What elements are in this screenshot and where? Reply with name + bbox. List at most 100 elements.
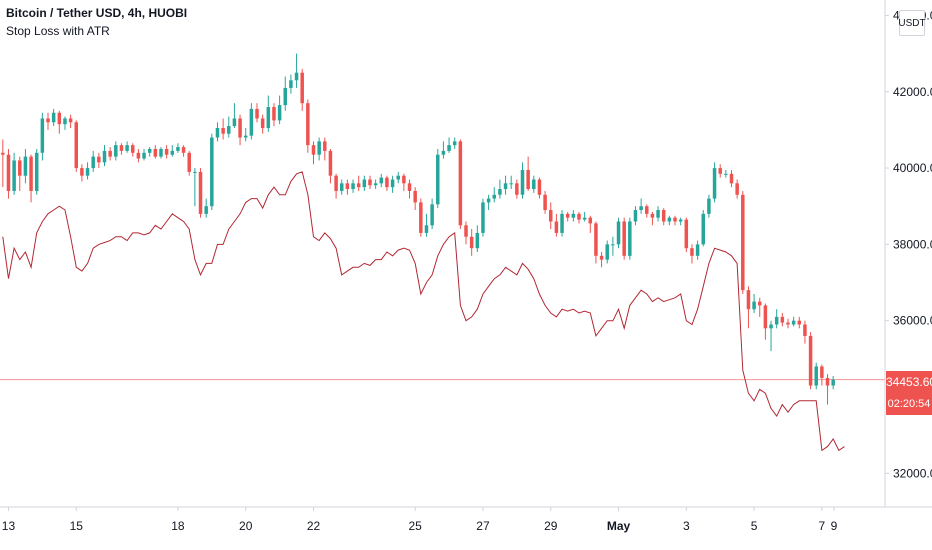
candle[interactable] [532,175,536,193]
candle[interactable] [63,116,67,130]
candle[interactable] [170,145,175,157]
candle[interactable] [323,137,327,161]
candle[interactable] [390,175,395,193]
candle[interactable] [306,99,310,153]
candle[interactable] [616,217,621,249]
candle[interactable] [91,150,95,172]
candle[interactable] [176,143,180,153]
candle[interactable] [537,177,542,199]
candle[interactable] [724,169,728,178]
candle[interactable] [243,128,248,142]
candle[interactable] [125,141,129,153]
candle[interactable] [153,145,158,159]
candle[interactable] [729,169,734,188]
candle[interactable] [486,194,491,211]
candle[interactable] [695,240,700,260]
candle[interactable] [673,215,677,226]
candle[interactable] [639,198,643,214]
candle[interactable] [678,217,683,226]
candle[interactable] [289,74,293,94]
candle[interactable] [605,240,609,264]
candle[interactable] [300,68,304,111]
plot-area[interactable] [0,53,885,452]
candle[interactable] [746,286,751,329]
candle[interactable] [210,133,214,211]
candle[interactable] [430,198,434,230]
candle[interactable] [379,173,384,188]
candle[interactable] [560,210,564,237]
candle[interactable] [752,293,756,314]
indicator-title[interactable]: Stop Loss with ATR [6,24,110,38]
candle[interactable] [232,103,237,128]
candle[interactable] [424,213,429,237]
candle[interactable] [57,110,62,134]
candle[interactable] [29,154,33,203]
candle[interactable] [611,236,615,256]
candle[interactable] [80,164,84,182]
time-axis[interactable]: 13 15 18 20 22 25 27 29 May 3 5 7 9 [2,507,838,533]
candle[interactable] [255,103,259,123]
candle[interactable] [159,147,163,159]
candle[interactable] [718,164,722,178]
candle[interactable] [215,122,220,142]
candle[interactable] [650,211,655,226]
candle[interactable] [373,179,378,190]
candle[interactable] [114,141,118,161]
candle[interactable] [707,194,711,218]
candle[interactable] [588,215,593,233]
candle[interactable] [825,374,830,405]
candle[interactable] [187,150,191,176]
candle[interactable] [831,376,835,390]
candle[interactable] [34,148,39,195]
candle[interactable] [757,297,762,317]
candle[interactable] [543,190,547,214]
candle[interactable] [147,147,152,157]
candle[interactable] [763,303,768,340]
candle[interactable] [690,244,694,264]
candle[interactable] [712,162,717,203]
candle[interactable] [18,156,22,191]
candle[interactable] [447,137,451,153]
candle[interactable] [339,179,344,195]
candle[interactable] [362,175,367,191]
candle[interactable] [181,145,186,157]
candle[interactable] [402,173,406,191]
candle[interactable] [684,217,689,252]
candle[interactable] [780,313,785,327]
candle[interactable] [808,332,813,390]
candle[interactable] [23,148,28,184]
candle[interactable] [136,148,141,163]
candle[interactable] [791,316,796,327]
candle[interactable] [413,187,417,211]
candle[interactable] [419,198,423,237]
symbol-title[interactable]: Bitcoin / Tether USD, 4h, HUOBI [6,6,188,20]
currency-badge[interactable]: USDT [898,10,926,36]
candle[interactable] [283,76,288,111]
candle[interactable] [1,139,5,188]
candle[interactable] [628,217,632,260]
candle[interactable] [577,211,581,224]
candle[interactable] [249,103,254,140]
candle[interactable] [334,173,338,199]
candle[interactable] [40,112,45,161]
candle[interactable] [735,179,739,199]
candle[interactable] [571,210,576,222]
candle[interactable] [68,114,73,128]
candle[interactable] [520,162,525,199]
candle[interactable] [667,215,672,226]
candle[interactable] [294,53,299,88]
candle[interactable] [221,118,225,140]
candle[interactable] [396,171,400,184]
candle[interactable] [656,206,660,222]
candle[interactable] [741,190,745,294]
candle[interactable] [356,175,361,191]
candle[interactable] [481,198,485,237]
candle[interactable] [164,145,169,159]
candle[interactable] [6,148,11,199]
candle[interactable] [385,175,389,191]
candle[interactable] [260,114,265,134]
candle[interactable] [12,152,16,195]
candle[interactable] [51,108,56,127]
candle[interactable] [317,137,321,161]
